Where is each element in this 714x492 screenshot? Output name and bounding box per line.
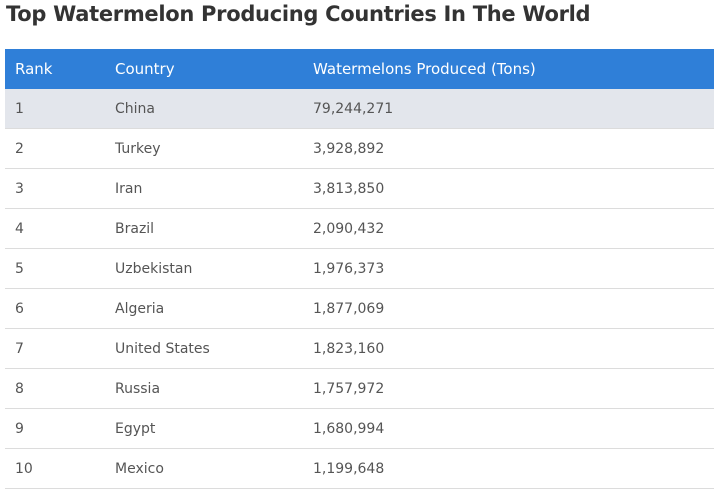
table-row: 1 China 79,244,271: [5, 89, 714, 129]
table-row: 8 Russia 1,757,972: [5, 368, 714, 409]
rank-cell: 7: [5, 328, 115, 369]
rank-cell: 4: [5, 208, 115, 249]
country-cell: Iran: [115, 168, 313, 209]
table-row: 2 Turkey 3,928,892: [5, 128, 714, 169]
rank-cell: 5: [5, 248, 115, 289]
production-cell: 3,813,850: [313, 168, 714, 209]
production-cell: 1,757,972: [313, 368, 714, 409]
country-cell: Egypt: [115, 408, 313, 449]
table-row: 7 United States 1,823,160: [5, 328, 714, 369]
country-cell: Brazil: [115, 208, 313, 249]
rank-cell: 3: [5, 168, 115, 209]
production-cell: 1,823,160: [313, 328, 714, 369]
table-row: 9 Egypt 1,680,994: [5, 408, 714, 449]
production-cell: 3,928,892: [313, 128, 714, 169]
production-cell: 1,680,994: [313, 408, 714, 449]
country-cell: United States: [115, 328, 313, 369]
production-cell: 2,090,432: [313, 208, 714, 249]
table-row: 10 Mexico 1,199,648: [5, 448, 714, 489]
table-header: Rank Country Watermelons Produced (Tons): [5, 49, 714, 89]
production-cell: 79,244,271: [313, 89, 714, 129]
country-cell: Turkey: [115, 128, 313, 169]
rank-cell: 10: [5, 448, 115, 489]
country-cell: China: [115, 89, 313, 129]
production-cell: 1,199,648: [313, 448, 714, 489]
table-row: 4 Brazil 2,090,432: [5, 208, 714, 249]
header-production[interactable]: Watermelons Produced (Tons): [313, 49, 714, 89]
country-cell: Uzbekistan: [115, 248, 313, 289]
rank-cell: 2: [5, 128, 115, 169]
page-title: Top Watermelon Producing Countries In Th…: [6, 2, 591, 26]
country-cell: Algeria: [115, 288, 313, 329]
country-cell: Mexico: [115, 448, 313, 489]
table-row: 5 Uzbekistan 1,976,373: [5, 248, 714, 289]
rank-cell: 6: [5, 288, 115, 329]
production-cell: 1,877,069: [313, 288, 714, 329]
rank-cell: 1: [5, 89, 115, 129]
production-cell: 1,976,373: [313, 248, 714, 289]
header-rank[interactable]: Rank: [5, 49, 115, 89]
rank-cell: 8: [5, 368, 115, 409]
table-row: 6 Algeria 1,877,069: [5, 288, 714, 329]
table-row: 3 Iran 3,813,850: [5, 168, 714, 209]
country-cell: Russia: [115, 368, 313, 409]
rank-cell: 9: [5, 408, 115, 449]
production-table: Rank Country Watermelons Produced (Tons)…: [5, 49, 714, 489]
header-country[interactable]: Country: [115, 49, 313, 89]
